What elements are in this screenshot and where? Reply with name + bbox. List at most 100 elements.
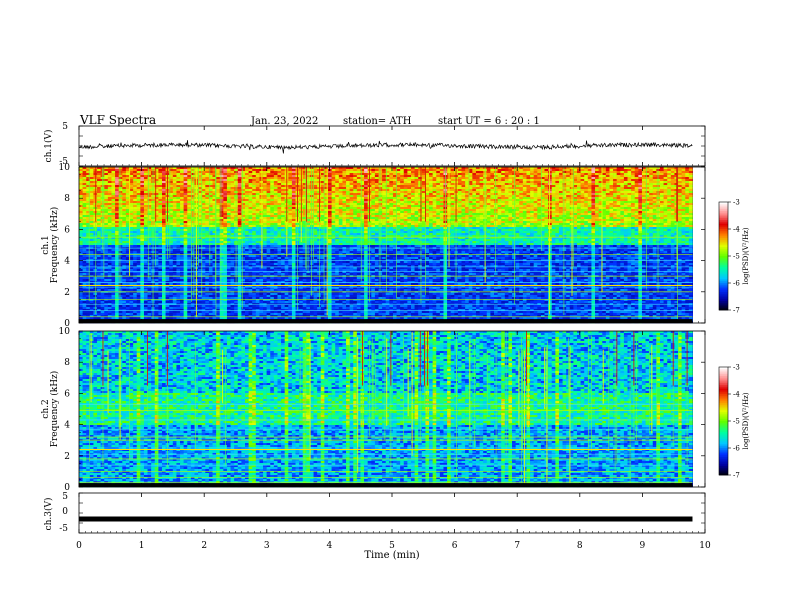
spectrogram-cell [86, 217, 90, 219]
spectrogram-cell [187, 189, 191, 191]
spectrogram-cell [90, 245, 94, 247]
spectrogram-cell [115, 305, 119, 307]
spectrogram-cell [111, 181, 115, 183]
spectrogram-cell [238, 209, 242, 211]
spectrogram-cell [158, 171, 162, 173]
spectrogram-cell [209, 307, 213, 309]
spectrogram-cell [259, 307, 263, 309]
spectrogram-cell [130, 273, 134, 275]
spectrogram-cell [169, 261, 173, 263]
spectrogram-cell [176, 251, 180, 253]
spectrogram-cell [209, 289, 213, 291]
spectrogram-cell [97, 257, 101, 259]
spectrogram-cell [277, 245, 281, 247]
spectrogram-cell [176, 191, 180, 193]
spectrogram-cell [281, 311, 285, 313]
spectrogram-cell [119, 191, 123, 193]
spectrogram-cell [288, 227, 292, 229]
spectrogram-cell [119, 261, 123, 263]
spectrogram-cell [184, 267, 188, 269]
spectrogram-cell [303, 317, 307, 319]
spectrogram-cell [277, 313, 281, 315]
spectrogram-cell [281, 189, 285, 191]
spectrogram-cell [162, 215, 166, 217]
spectrogram-cell [245, 207, 249, 209]
spectrogram-cell [288, 171, 292, 173]
spectrogram-cell [220, 305, 224, 307]
spectrogram-cell [274, 269, 278, 271]
spectrogram-cell [245, 209, 249, 211]
spectrogram-cell [256, 199, 260, 201]
spectrogram-cell [97, 207, 101, 209]
spectrogram-cell [259, 305, 263, 307]
spectrogram-cell [252, 311, 256, 313]
spectrogram-cell [202, 199, 206, 201]
spectrogram-cell [234, 313, 238, 315]
spectrogram-cell [216, 255, 220, 257]
spectrogram-cell [263, 173, 267, 175]
spectrogram-cell [263, 199, 267, 201]
spectrogram-cell [231, 279, 235, 281]
spectrogram-cell [292, 211, 296, 213]
spectrogram-cell [288, 243, 292, 245]
spectrogram-cell [176, 289, 180, 291]
spectrogram-cell [93, 249, 97, 251]
spectrogram-cell [137, 255, 141, 257]
spectrogram-cell [130, 301, 134, 303]
spectrogram-cell [223, 183, 227, 185]
spectrogram-cell [176, 197, 180, 199]
spectrogram-cell [249, 197, 253, 199]
spectrogram-cell [162, 295, 166, 297]
spectrogram-cell [303, 183, 307, 185]
spectrogram-cell [122, 189, 126, 191]
spectrogram-cell [292, 213, 296, 215]
spectrogram-cell [285, 317, 289, 319]
spectrogram-cell [93, 277, 97, 279]
spectrogram-cell [202, 245, 206, 247]
spectrogram-cell [231, 301, 235, 303]
spectrogram-cell [119, 289, 123, 291]
spectrogram-cell [97, 263, 101, 265]
spectrogram-cell [173, 177, 177, 179]
spectrogram-cell [267, 223, 271, 225]
spectrogram-cell [303, 277, 307, 279]
spectrogram-cell [166, 295, 170, 297]
spectrogram-cell [104, 245, 108, 247]
spectrogram-cell [173, 231, 177, 233]
spectrogram-cell [83, 239, 87, 241]
spectrogram-cell [263, 205, 267, 207]
spectrogram-cell [133, 197, 137, 199]
spectrogram-cell [288, 217, 292, 219]
spectrogram-cell [281, 301, 285, 303]
spectrogram-cell [79, 207, 83, 209]
spectrogram-cell [144, 317, 148, 319]
spectrogram-cell [158, 207, 162, 209]
spectrogram-cell [86, 171, 90, 173]
spectrogram-cell [144, 313, 148, 315]
spectrogram-cell [220, 203, 224, 205]
spectrogram-cell [223, 173, 227, 175]
spectrogram-cell [115, 171, 119, 173]
spectrogram-cell [187, 249, 191, 251]
spectrogram-cell [299, 307, 303, 309]
spectrogram-cell [252, 241, 256, 243]
spectrogram-cell [270, 187, 274, 189]
spectrogram-cell [115, 311, 119, 313]
spectrogram-cell [187, 195, 191, 197]
spectrogram-cell [270, 283, 274, 285]
spectrogram-cell [292, 251, 296, 253]
spectrogram-cell [133, 239, 137, 241]
spectrogram-cell [115, 277, 119, 279]
spectrogram-cell [93, 289, 97, 291]
spectrogram-cell [252, 305, 256, 307]
spectrogram-cell [108, 211, 112, 213]
spectrogram-cell [227, 199, 231, 201]
spectrogram-cell [133, 203, 137, 205]
spectrogram-cell [93, 305, 97, 307]
spectrogram-cell [173, 175, 177, 177]
spectrogram-cell [111, 263, 115, 265]
spectrogram-cell [187, 293, 191, 295]
spectrogram-cell [133, 199, 137, 201]
spectrogram-cell [220, 171, 224, 173]
spectrogram-cell [292, 293, 296, 295]
